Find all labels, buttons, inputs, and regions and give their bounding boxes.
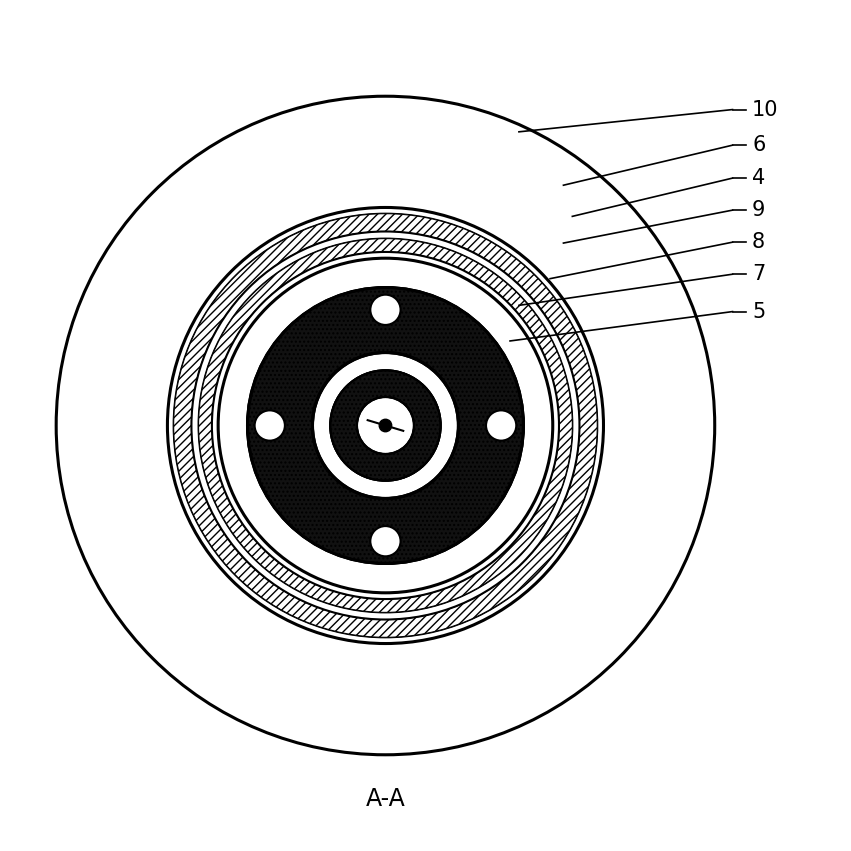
Circle shape	[212, 252, 559, 599]
Text: 6: 6	[752, 135, 766, 155]
Circle shape	[486, 410, 517, 441]
Text: 4: 4	[752, 168, 765, 188]
Circle shape	[174, 214, 597, 637]
Text: 9: 9	[752, 200, 766, 220]
Text: 5: 5	[752, 301, 765, 322]
Circle shape	[370, 526, 401, 557]
Circle shape	[198, 238, 573, 613]
Text: 8: 8	[752, 232, 765, 252]
Circle shape	[168, 208, 603, 643]
Circle shape	[56, 96, 715, 755]
Text: 7: 7	[752, 264, 765, 284]
Circle shape	[330, 370, 441, 481]
Text: A-A: A-A	[366, 787, 405, 811]
Circle shape	[191, 231, 580, 620]
Circle shape	[218, 258, 553, 593]
Text: 10: 10	[752, 100, 779, 120]
Circle shape	[312, 352, 459, 499]
Circle shape	[370, 294, 401, 325]
Circle shape	[380, 420, 391, 431]
Circle shape	[254, 410, 285, 441]
Circle shape	[248, 288, 523, 563]
Circle shape	[357, 397, 414, 454]
